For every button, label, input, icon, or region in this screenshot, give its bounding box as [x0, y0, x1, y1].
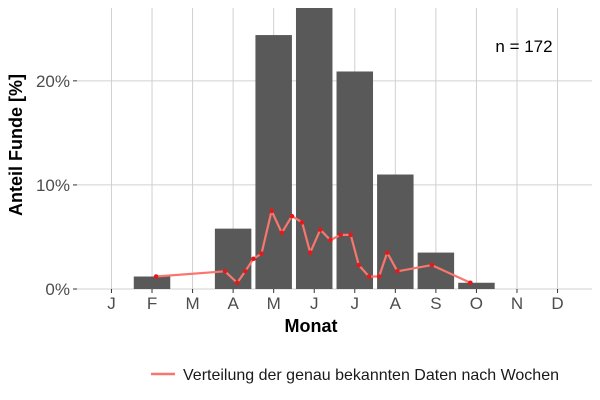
bar-F [133, 276, 171, 289]
weekly-point [328, 237, 333, 243]
weekly-line-path [156, 209, 471, 284]
x-tick-label: M [267, 294, 281, 313]
bar-J [295, 8, 333, 289]
bar-O [458, 282, 495, 289]
legend: Verteilung der genau bekannten Daten nac… [151, 367, 559, 384]
bar-J [336, 71, 374, 289]
x-tick-label: O [470, 294, 483, 313]
x-tick-label: F [147, 294, 157, 313]
y-tick-label: 20% [36, 72, 70, 91]
weekly-point [468, 280, 473, 286]
x-tick-label: A [227, 294, 239, 313]
weekly-point [395, 269, 400, 274]
weekly-point [338, 232, 343, 238]
x-tick-label: D [551, 294, 563, 313]
weekly-point [259, 251, 264, 256]
weekly-point [279, 230, 285, 236]
weekly-point [384, 250, 390, 255]
weekly-line [153, 208, 473, 286]
sample-size-annotation: n = 172 [495, 37, 552, 56]
weekly-point [234, 280, 240, 286]
y-axis-title: Anteil Funde [%] [6, 74, 26, 216]
x-tick-label: J [351, 294, 360, 313]
weekly-point [153, 274, 159, 279]
weekly-point [356, 262, 362, 268]
weekly-point [251, 256, 256, 262]
weekly-point [307, 250, 313, 255]
y-tick-label: 10% [36, 176, 70, 195]
weekly-point [366, 274, 372, 279]
bar-S [417, 252, 455, 289]
x-tick-label: N [511, 294, 523, 313]
y-tick-label: 0% [45, 280, 70, 299]
weekly-point [299, 220, 305, 225]
x-axis-title: Monat [285, 316, 338, 336]
weekly-point [242, 269, 248, 274]
x-tick-label: J [107, 294, 116, 313]
weekly-point [222, 269, 228, 274]
x-tick-label: J [310, 294, 319, 313]
weekly-point [429, 262, 435, 268]
legend-label: Verteilung der genau bekannten Daten nac… [183, 367, 559, 384]
weekly-point [376, 274, 382, 279]
bars [133, 8, 495, 289]
x-tick-label: M [185, 294, 199, 313]
weekly-point [318, 227, 323, 232]
bar-M [255, 35, 292, 289]
x-tick-label: A [390, 294, 402, 313]
weekly-point [348, 232, 354, 238]
weekly-point [269, 208, 274, 214]
weekly-point [289, 213, 295, 219]
y-axis-ticks: 0% 10% 20% [36, 72, 77, 299]
x-tick-label: S [430, 294, 441, 313]
